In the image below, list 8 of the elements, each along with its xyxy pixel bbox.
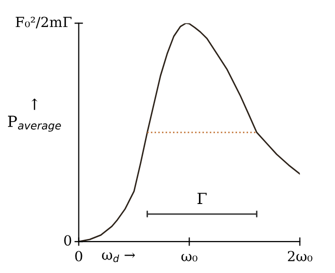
x-axis-title: ω$_{d}$ → — [102, 252, 135, 262]
x-tick-label: 2ω₀ — [288, 250, 312, 262]
y-axis-title: ↑ P$_{average}$ — [8, 98, 61, 132]
x-tick-label: 0 — [75, 250, 82, 262]
text: 0 — [64, 235, 72, 246]
annotation: Γ — [198, 192, 207, 204]
text: F₀²/2mΓ — [16, 16, 72, 28]
x-tick-label: ω₀ — [181, 254, 198, 262]
